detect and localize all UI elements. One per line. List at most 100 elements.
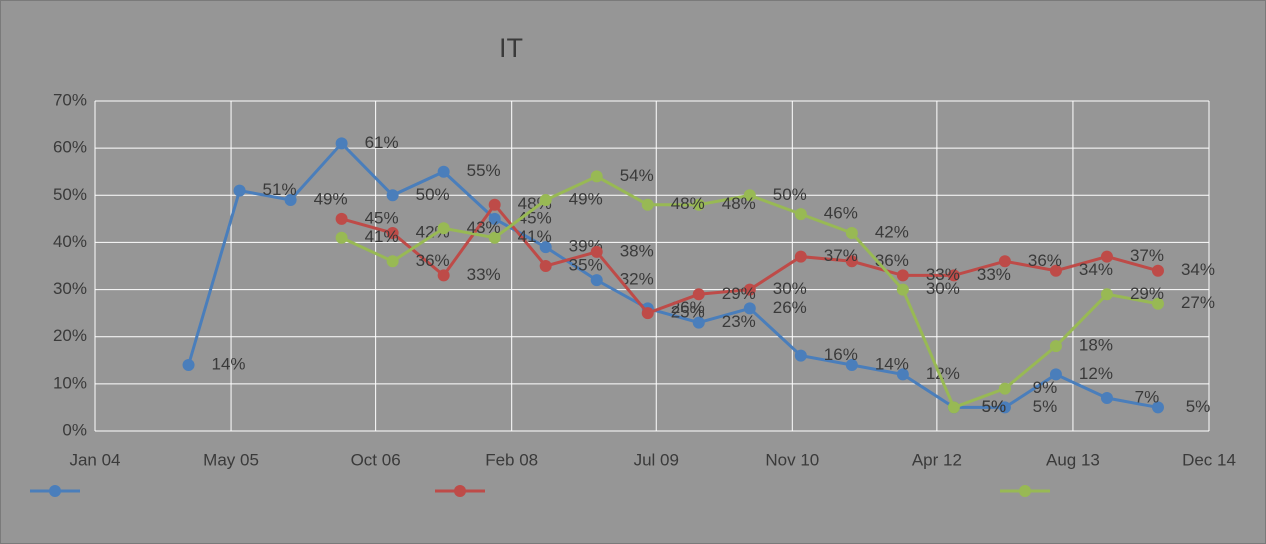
data-point — [1049, 340, 1062, 353]
y-tick-label: 50% — [53, 185, 87, 204]
data-point — [998, 401, 1011, 414]
data-label: 36% — [875, 251, 909, 270]
data-point — [692, 316, 705, 329]
data-point — [590, 245, 603, 258]
data-label: 49% — [569, 189, 603, 208]
data-point — [233, 184, 246, 197]
data-point — [590, 170, 603, 183]
data-label: 42% — [875, 222, 909, 241]
data-label: 7% — [1135, 387, 1160, 406]
data-point — [539, 260, 552, 272]
data-label: 37% — [1130, 246, 1164, 265]
data-label: 30% — [926, 279, 960, 298]
x-tick-label: Apr 12 — [912, 450, 962, 469]
data-label: 41% — [518, 227, 552, 246]
data-point — [284, 194, 297, 206]
chart-title: IT — [499, 33, 523, 63]
x-tick-label: Jan 04 — [69, 450, 120, 469]
data-point — [641, 307, 654, 320]
data-label: 5% — [1186, 397, 1211, 416]
data-label: 32% — [620, 270, 654, 289]
data-point — [182, 359, 195, 371]
data-point — [1100, 392, 1113, 404]
y-tick-label: 10% — [53, 373, 87, 392]
data-label: 16% — [824, 345, 858, 364]
data-label: 33% — [977, 265, 1011, 284]
data-point — [1151, 264, 1164, 277]
data-label: 5% — [982, 397, 1007, 416]
data-label: 29% — [1130, 284, 1164, 303]
data-point — [998, 255, 1011, 268]
x-tick-label: Feb 08 — [485, 450, 538, 469]
data-point — [641, 198, 654, 211]
series-line — [187, 141, 1159, 409]
data-point — [386, 255, 399, 268]
data-point — [896, 269, 909, 282]
x-tick-label: May 05 — [203, 450, 259, 469]
data-point — [947, 401, 960, 414]
data-label: 36% — [1028, 251, 1062, 270]
data-label: 54% — [620, 166, 654, 185]
data-point — [437, 165, 450, 178]
data-point — [386, 227, 399, 239]
data-point — [692, 198, 705, 211]
data-label: 23% — [722, 312, 756, 331]
data-point — [539, 241, 552, 254]
data-point — [386, 189, 399, 202]
data-point — [692, 288, 705, 301]
data-point — [1151, 297, 1164, 310]
data-point — [488, 231, 501, 244]
data-label: 34% — [1181, 260, 1215, 279]
legend-marker — [1019, 485, 1031, 497]
data-point — [1100, 288, 1113, 301]
data-point — [437, 269, 450, 282]
data-label: 29% — [722, 284, 756, 303]
data-label: 41% — [365, 227, 399, 246]
y-tick-label: 70% — [53, 90, 87, 109]
y-tick-label: 60% — [53, 138, 87, 157]
data-point — [335, 231, 348, 244]
data-label: 14% — [212, 354, 246, 373]
data-point — [845, 359, 858, 371]
x-tick-label: Oct 06 — [351, 450, 401, 469]
data-label: 36% — [416, 251, 450, 270]
data-point — [947, 269, 960, 282]
data-label: 55% — [467, 161, 501, 180]
data-label: 61% — [365, 133, 399, 152]
data-point — [590, 274, 603, 287]
data-label: 33% — [926, 265, 960, 284]
data-point — [998, 382, 1011, 395]
data-point — [794, 349, 807, 362]
data-point — [1049, 264, 1062, 277]
data-point — [437, 222, 450, 235]
data-label: 34% — [1079, 260, 1113, 279]
data-point — [743, 189, 756, 202]
data-label: 12% — [1079, 364, 1113, 383]
legend-marker — [49, 485, 61, 497]
y-tick-label: 30% — [53, 279, 87, 298]
data-point — [1049, 368, 1062, 381]
data-label: 12% — [926, 364, 960, 383]
x-tick-label: Dec 14 — [1182, 450, 1236, 469]
y-tick-label: 40% — [53, 232, 87, 251]
data-label: 9% — [1033, 378, 1058, 397]
data-label: 45% — [365, 208, 399, 227]
x-tick-label: Jul 09 — [634, 450, 679, 469]
data-label: 50% — [416, 185, 450, 204]
data-label: 50% — [773, 185, 807, 204]
data-point — [488, 212, 501, 225]
data-label: 25% — [671, 303, 705, 322]
data-point — [743, 302, 756, 315]
data-point — [896, 283, 909, 296]
data-label: 14% — [875, 354, 909, 373]
data-label: 18% — [1079, 336, 1113, 355]
y-tick-label: 0% — [62, 420, 87, 439]
data-label: 46% — [824, 204, 858, 223]
data-label: 48% — [671, 194, 705, 213]
data-label: 33% — [467, 265, 501, 284]
data-label: 30% — [773, 279, 807, 298]
data-point — [743, 283, 756, 296]
data-point — [794, 250, 807, 263]
data-point — [539, 194, 552, 206]
